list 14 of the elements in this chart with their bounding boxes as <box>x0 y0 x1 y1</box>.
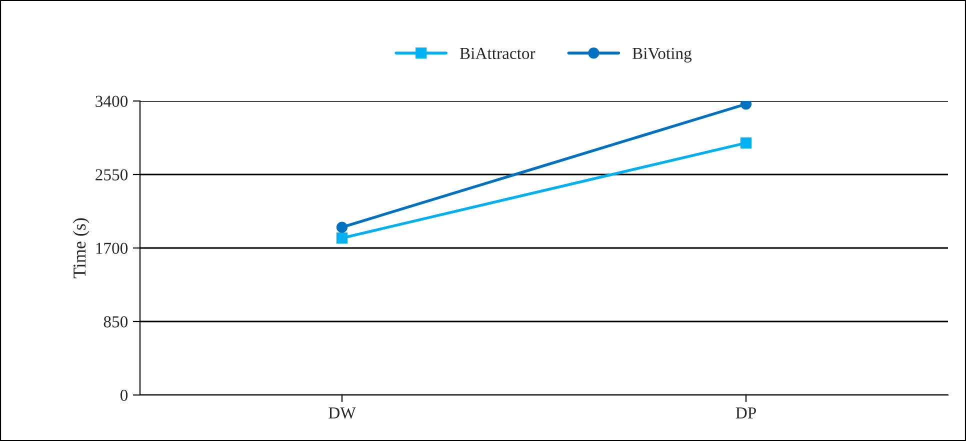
x-tick-label: DP <box>736 407 756 418</box>
x-tick-label: DW <box>328 407 356 419</box>
point <box>336 222 348 233</box>
y-tick-label: 2550 <box>96 169 128 180</box>
point <box>740 137 752 148</box>
y-tick-label: 3400 <box>96 96 128 107</box>
y-tick-label: 1700 <box>96 242 128 254</box>
y-tick-label: 0 <box>120 390 128 401</box>
y-tick-label: 850 <box>104 316 128 328</box>
point <box>336 232 348 244</box>
legend-label: BiAttractor <box>460 48 536 60</box>
point <box>740 101 752 110</box>
y-axis-title: Time (s) <box>72 218 90 278</box>
legend-label: BiVoting <box>632 48 692 62</box>
